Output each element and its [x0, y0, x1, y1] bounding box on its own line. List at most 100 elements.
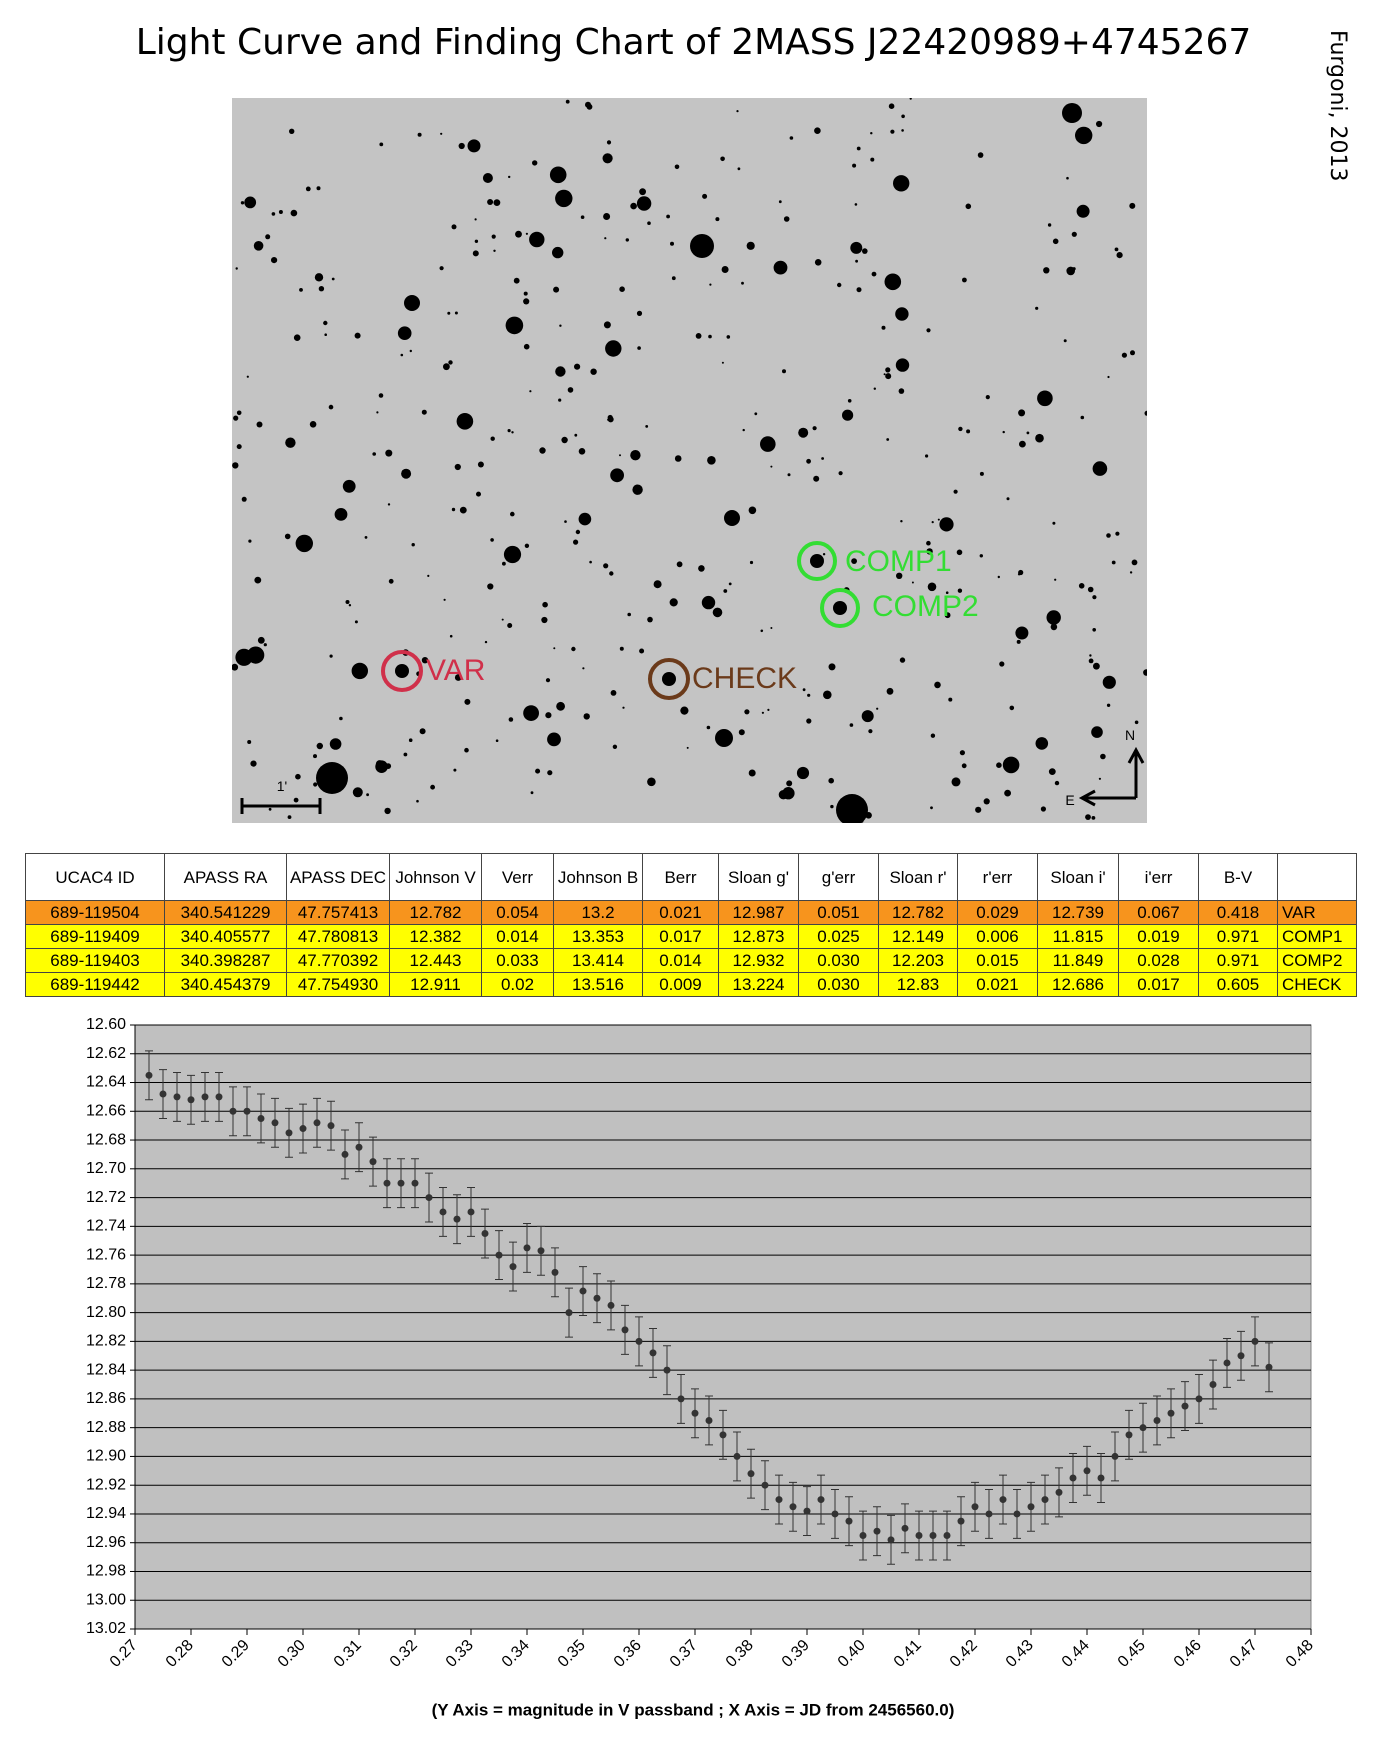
- star: [639, 188, 646, 196]
- star: [721, 361, 724, 364]
- star: [482, 173, 493, 183]
- star: [293, 334, 301, 341]
- star: [235, 648, 253, 666]
- x-tick-label: 0.29: [219, 1637, 253, 1671]
- star: [934, 681, 941, 689]
- data-point: [705, 1416, 713, 1424]
- star: [476, 491, 481, 497]
- data-point: [733, 1452, 741, 1460]
- star: [925, 454, 929, 458]
- star: [698, 565, 705, 572]
- star: [1016, 639, 1021, 644]
- data-point: [593, 1294, 601, 1302]
- star: [810, 554, 824, 568]
- star: [958, 426, 963, 432]
- data-point: [271, 1119, 279, 1127]
- star: [278, 210, 283, 214]
- table-cell: 12.782: [389, 900, 482, 925]
- table-cell: VAR: [1277, 900, 1357, 925]
- x-tick-label: 0.46: [1171, 1637, 1205, 1671]
- star: [525, 232, 528, 235]
- star: [851, 558, 857, 564]
- star: [709, 283, 712, 286]
- star: [1075, 126, 1093, 145]
- data-point: [383, 1179, 391, 1187]
- finder-label: COMP1: [845, 545, 952, 578]
- star: [253, 241, 264, 251]
- data-point: [341, 1150, 349, 1158]
- data-point: [621, 1326, 629, 1334]
- data-point: [299, 1125, 307, 1133]
- star: [707, 456, 716, 465]
- star: [324, 333, 327, 336]
- star: [637, 346, 641, 350]
- star: [248, 539, 252, 543]
- star: [748, 769, 756, 777]
- y-tick-label: 12.66: [86, 1103, 126, 1120]
- star: [342, 479, 356, 493]
- header-cell: [1277, 853, 1357, 901]
- star: [926, 328, 931, 333]
- data-point: [971, 1503, 979, 1511]
- star: [1019, 440, 1026, 448]
- x-tick-label: 0.47: [1227, 1637, 1261, 1671]
- star: [1089, 654, 1092, 657]
- finder-label: CHECK: [692, 662, 797, 695]
- star: [285, 437, 296, 448]
- star: [1111, 560, 1116, 565]
- star: [983, 798, 990, 805]
- star: [873, 387, 876, 390]
- star: [977, 152, 984, 158]
- data-point: [943, 1532, 951, 1540]
- header-cell: Berr: [642, 853, 719, 901]
- data-point: [985, 1510, 993, 1518]
- star: [603, 563, 609, 569]
- y-tick-label: 12.98: [86, 1563, 126, 1580]
- star: [1048, 768, 1056, 775]
- y-tick-label: 12.80: [86, 1304, 126, 1321]
- star: [1052, 238, 1059, 245]
- data-point: [761, 1481, 769, 1489]
- star: [888, 103, 895, 109]
- star: [574, 433, 578, 437]
- star: [401, 468, 412, 479]
- star: [1035, 737, 1049, 750]
- star: [1092, 628, 1096, 632]
- table-cell: 47.770392: [286, 948, 390, 973]
- data-point: [257, 1114, 265, 1122]
- star: [632, 484, 643, 495]
- star: [547, 770, 553, 776]
- star: [802, 688, 806, 692]
- star: [314, 273, 324, 282]
- star: [830, 804, 834, 809]
- star: [574, 363, 581, 370]
- star: [513, 277, 520, 284]
- star: [695, 333, 702, 339]
- star: [669, 598, 678, 607]
- data-point: [901, 1524, 909, 1532]
- star: [419, 728, 426, 735]
- star: [459, 506, 467, 514]
- star: [630, 202, 637, 210]
- star: [605, 340, 622, 357]
- star: [671, 276, 676, 281]
- star: [323, 320, 328, 326]
- star: [575, 529, 581, 535]
- header-cell: UCAC4 ID: [25, 853, 165, 901]
- star: [1063, 339, 1067, 343]
- table-cell: 12.83: [878, 972, 958, 997]
- data-point: [663, 1366, 671, 1374]
- star: [284, 533, 291, 540]
- data-point: [1251, 1337, 1259, 1345]
- star: [666, 214, 670, 219]
- star: [674, 164, 680, 170]
- data-point: [1167, 1409, 1175, 1417]
- table-cell: 0.019: [1118, 924, 1199, 949]
- table-cell: 12.382: [389, 924, 482, 949]
- data-point: [719, 1431, 727, 1439]
- star: [836, 794, 868, 823]
- stars: [232, 98, 1147, 823]
- scale-bar: [240, 798, 322, 814]
- star: [555, 189, 573, 208]
- table-cell: 12.873: [718, 924, 799, 949]
